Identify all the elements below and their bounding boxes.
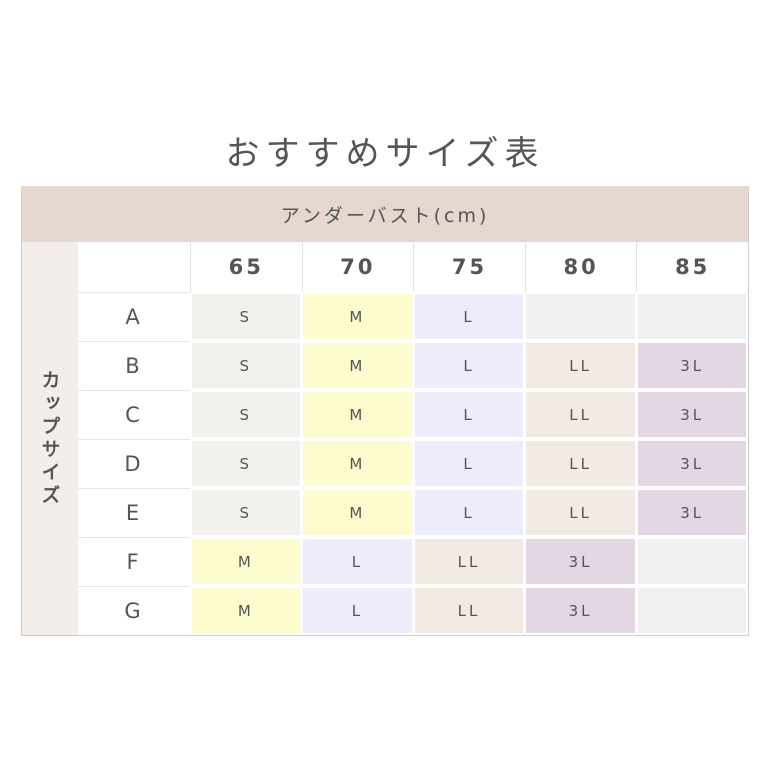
size-cell: 3L bbox=[637, 343, 747, 388]
size-cell: M bbox=[303, 490, 412, 535]
row-header-cup: A bbox=[78, 292, 190, 341]
row-header-cup: B bbox=[78, 341, 190, 390]
row-header-cup: G bbox=[78, 586, 190, 635]
size-cell: M bbox=[303, 294, 412, 339]
cup-size-label: カップサイズ bbox=[38, 369, 61, 508]
size-cell bbox=[637, 588, 747, 633]
size-table: アンダーバスト(cm) カップサイズ 65 70 75 80 85 A S M L B S M L LL 3… bbox=[21, 186, 749, 636]
size-cell: S bbox=[191, 441, 301, 486]
size-cell: S bbox=[191, 392, 301, 437]
size-cell: L bbox=[303, 588, 412, 633]
size-cell: S bbox=[191, 343, 301, 388]
underbust-header: アンダーバスト(cm) bbox=[22, 186, 748, 242]
size-cell: S bbox=[191, 490, 301, 535]
row-header-cup: E bbox=[78, 488, 190, 537]
column-header: 75 bbox=[413, 242, 525, 292]
size-cell: L bbox=[414, 294, 524, 339]
column-header: 70 bbox=[301, 242, 414, 292]
column-header: 85 bbox=[636, 242, 748, 292]
size-cell: LL bbox=[526, 441, 635, 486]
size-cell: L bbox=[414, 441, 524, 486]
size-cell: L bbox=[414, 343, 524, 388]
size-cell: L bbox=[303, 539, 412, 584]
size-cell: 3L bbox=[637, 392, 747, 437]
size-cell: L bbox=[414, 392, 524, 437]
size-cell bbox=[526, 294, 635, 339]
row-header-cup: C bbox=[78, 390, 190, 439]
size-cell: LL bbox=[526, 343, 635, 388]
size-cell: S bbox=[191, 294, 301, 339]
corner-cell bbox=[78, 242, 190, 292]
size-cell: LL bbox=[414, 539, 524, 584]
size-cell: LL bbox=[414, 588, 524, 633]
row-header-cup: D bbox=[78, 439, 190, 488]
size-cell: 3L bbox=[526, 539, 635, 584]
size-cell: M bbox=[303, 343, 412, 388]
size-grid: 65 70 75 80 85 A S M L B S M L LL 3L C S M L LL 3L D S M L LL 3L E S… bbox=[78, 242, 748, 635]
size-cell: LL bbox=[526, 490, 635, 535]
cup-size-side-header: カップサイズ bbox=[22, 242, 78, 635]
column-header: 80 bbox=[524, 242, 637, 292]
size-cell bbox=[637, 539, 747, 584]
size-cell: M bbox=[191, 539, 301, 584]
size-cell: LL bbox=[526, 392, 635, 437]
size-cell: 3L bbox=[637, 490, 747, 535]
size-cell: M bbox=[303, 392, 412, 437]
size-cell: 3L bbox=[526, 588, 635, 633]
size-cell: 3L bbox=[637, 441, 747, 486]
size-cell: L bbox=[414, 490, 524, 535]
size-cell: M bbox=[303, 441, 412, 486]
page-title: おすすめサイズ表 bbox=[225, 134, 545, 174]
row-header-cup: F bbox=[78, 537, 190, 586]
size-cell bbox=[637, 294, 747, 339]
column-header: 65 bbox=[190, 242, 302, 292]
size-cell: M bbox=[191, 588, 301, 633]
